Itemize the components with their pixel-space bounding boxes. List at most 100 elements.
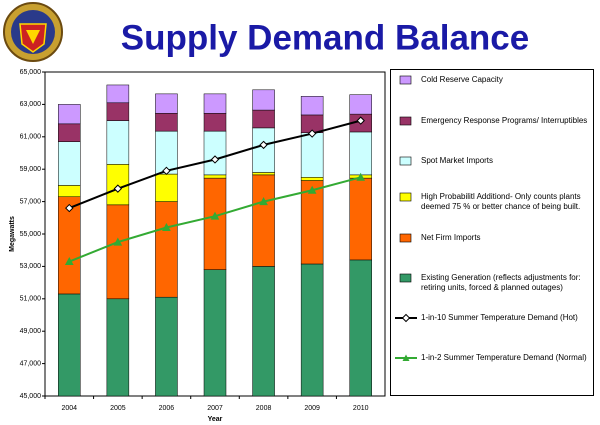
y-tick-label: 65,000 <box>20 69 42 76</box>
y-tick-label: 61,000 <box>20 134 42 141</box>
legend-entry: Emergency Response Programs/ Interruptib… <box>395 116 591 126</box>
legend-entry: Existing Generation (reflects adjustment… <box>395 273 591 293</box>
bar-segment <box>349 177 372 261</box>
legend-label: Existing Generation (reflects adjustment… <box>421 273 581 292</box>
bar-segment <box>155 296 178 397</box>
legend-swatch <box>395 354 417 361</box>
bar-segment <box>155 201 178 298</box>
bar-segment <box>155 93 178 114</box>
x-tick-label: 2007 <box>207 405 223 412</box>
legend-entry: 1-in-2 Summer Temperature Demand (Normal… <box>395 353 591 363</box>
legend-swatch <box>399 273 412 283</box>
line-marker <box>259 197 268 206</box>
bar-segment <box>106 298 130 397</box>
legend-swatch-part <box>402 354 410 361</box>
bar-segment <box>300 177 324 181</box>
legend-swatch <box>399 233 412 243</box>
x-tick-label: 2005 <box>110 405 126 412</box>
x-tick-label: 2009 <box>304 405 320 412</box>
bar-segment <box>349 131 372 176</box>
bar-segment <box>106 204 130 300</box>
bar-segment <box>252 266 275 397</box>
line-marker <box>356 172 366 181</box>
bar-segment <box>106 102 130 121</box>
legend-swatch-part <box>401 313 411 323</box>
bar-segment <box>58 293 81 397</box>
line-marker <box>113 237 123 246</box>
y-tick-label: 45,000 <box>20 393 42 400</box>
legend-entry: Cold Reserve Capacity <box>395 75 591 85</box>
line-marker <box>64 256 74 266</box>
legend-swatch <box>399 156 412 166</box>
legend-swatch <box>399 192 412 202</box>
y-tick-label: 57,000 <box>20 198 42 205</box>
bar-segment <box>349 259 372 397</box>
y-tick-label: 55,000 <box>20 231 42 238</box>
bar-segment <box>155 173 178 202</box>
line-marker <box>210 155 220 164</box>
line-marker <box>210 211 220 220</box>
line-marker <box>162 166 171 176</box>
bar-segment <box>155 113 178 132</box>
bar-segment <box>203 174 227 179</box>
legend-label: Emergency Response Programs/ Interruptib… <box>421 116 588 125</box>
bar-segment <box>252 109 275 129</box>
bar-segment <box>203 93 227 114</box>
line-marker <box>259 140 268 150</box>
line-marker <box>113 184 123 193</box>
bar-segment <box>106 120 130 165</box>
bar-segment <box>203 177 227 270</box>
legend-entry: Net Firm Imports <box>395 233 591 243</box>
bar-segment <box>203 113 227 132</box>
legend-swatch-part <box>399 156 412 166</box>
x-tick-label: 2006 <box>159 405 175 412</box>
line-marker <box>356 116 365 125</box>
legend-swatch <box>399 75 412 85</box>
y-tick-label: 53,000 <box>20 263 42 270</box>
bar-segment <box>58 104 81 125</box>
legend-label: Net Firm Imports <box>421 233 481 242</box>
legend-label: Spot Market Imports <box>421 156 494 165</box>
y-axis-label: Megawatts <box>9 216 16 252</box>
legend-label: 1-in-10 Summer Temperature Demand (Hot) <box>421 313 578 322</box>
legend-swatch-part <box>399 116 412 126</box>
bar-segment <box>252 127 275 173</box>
legend-label: High Probabilitl Additiond- Only counts … <box>421 192 581 211</box>
y-tick-label: 49,000 <box>20 328 42 335</box>
legend-swatch-part <box>399 233 412 243</box>
line-marker <box>307 185 317 194</box>
bar-segment <box>349 94 372 115</box>
y-tick-label: 59,000 <box>20 166 42 173</box>
bar-segment <box>58 123 81 142</box>
bar-segment <box>252 89 275 111</box>
bar-segment <box>252 172 275 176</box>
legend-swatch <box>399 116 412 126</box>
chart-title: Supply Demand Balance <box>121 18 529 57</box>
legend-entry: 1-in-10 Summer Temperature Demand (Hot) <box>395 313 591 323</box>
bar-segment <box>203 269 227 397</box>
legend-label: 1-in-2 Summer Temperature Demand (Normal… <box>421 353 587 362</box>
bar-segment <box>300 132 324 178</box>
bar-segment <box>58 141 81 186</box>
bar-segment <box>106 84 130 104</box>
legend: Cold Reserve Capacity Emergency Response … <box>390 69 594 396</box>
legend-swatch-part <box>399 192 412 202</box>
legend-label: Cold Reserve Capacity <box>421 75 503 84</box>
y-tick-label: 63,000 <box>20 101 42 108</box>
line-marker <box>65 203 74 213</box>
legend-swatch-part <box>399 273 412 283</box>
x-axis-label: Year <box>208 416 223 423</box>
legend-entry: High Probabilitl Additiond- Only counts … <box>395 192 591 212</box>
y-tick-label: 51,000 <box>20 296 42 303</box>
bar-segment <box>203 130 227 176</box>
line-marker <box>307 129 317 138</box>
line-marker <box>162 222 171 232</box>
x-tick-label: 2004 <box>61 405 77 412</box>
x-tick-label: 2010 <box>353 405 369 412</box>
x-tick-label: 2008 <box>256 405 272 412</box>
legend-swatch <box>395 313 417 323</box>
bar-segment <box>300 96 324 116</box>
legend-swatch-part <box>399 75 412 85</box>
